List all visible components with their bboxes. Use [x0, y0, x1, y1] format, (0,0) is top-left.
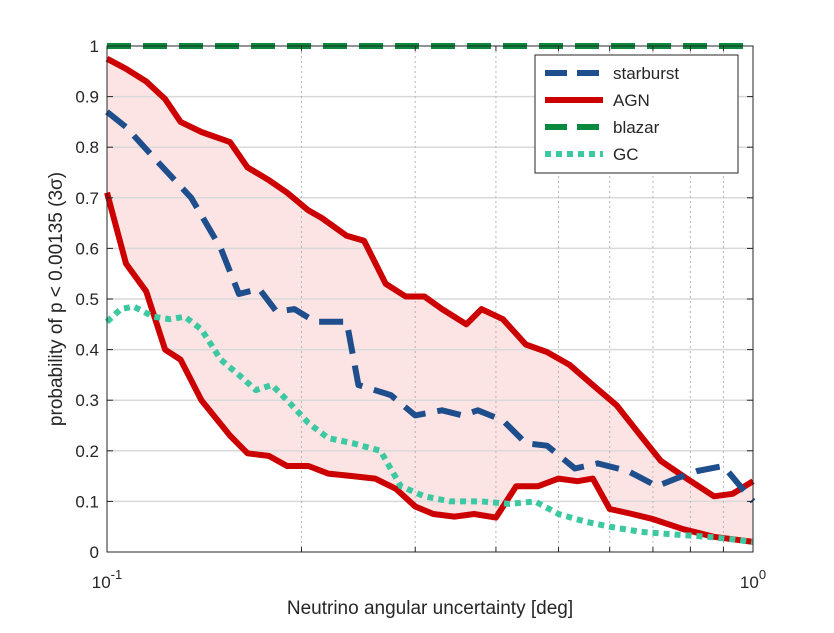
- legend: starburst AGN blazar GC: [534, 54, 739, 174]
- x-tick-base: 10: [92, 573, 111, 592]
- legend-label-starburst: starburst: [613, 64, 679, 83]
- legend-label-agn: AGN: [613, 91, 650, 110]
- x-tick-base: 10: [740, 573, 759, 592]
- y-tick-label: 1: [90, 37, 99, 56]
- uncertainty-band-layer: [107, 58, 753, 542]
- agn-upper-line: [105, 56, 755, 500]
- y-tick-label: 0.1: [75, 492, 99, 511]
- y-tick-label: 0.8: [75, 138, 99, 157]
- tick-marks: [107, 45, 753, 553]
- y-tick-label: 0.6: [75, 239, 99, 258]
- x-tick-exponent: -1: [111, 567, 123, 582]
- gc-line: [104, 303, 754, 545]
- x-tick-label: 100: [740, 567, 766, 592]
- agn-lower-line: [104, 191, 754, 545]
- agn-band-fill: [107, 58, 753, 542]
- x-tick-label: 10-1: [92, 567, 122, 592]
- y-tick-label: 0.7: [75, 189, 99, 208]
- y-tick-label: 0.3: [75, 391, 99, 410]
- x-axis-label: Neutrino angular uncertainty [deg]: [287, 598, 573, 619]
- y-tick-label: 0.4: [75, 341, 99, 360]
- legend-label-gc: GC: [613, 145, 639, 164]
- series-layer: [104, 43, 756, 545]
- y-tick-label: 0.9: [75, 88, 99, 107]
- y-axis-label: probability of p < 0.00135 (3σ): [46, 172, 67, 426]
- x-tick-exponent: 0: [759, 567, 766, 582]
- legend-label-blazar: blazar: [613, 118, 660, 137]
- starburst-line: [105, 109, 756, 504]
- x-tick-labels: 10-1 100: [92, 567, 766, 592]
- y-tick-label: 0.2: [75, 442, 99, 461]
- y-tick-label: 0.5: [75, 290, 99, 309]
- y-tick-label: 0: [90, 543, 99, 562]
- y-tick-labels: 0 0.1 0.2 0.3 0.4 0.5 0.6 0.7 0.8 0.9 1: [75, 37, 99, 562]
